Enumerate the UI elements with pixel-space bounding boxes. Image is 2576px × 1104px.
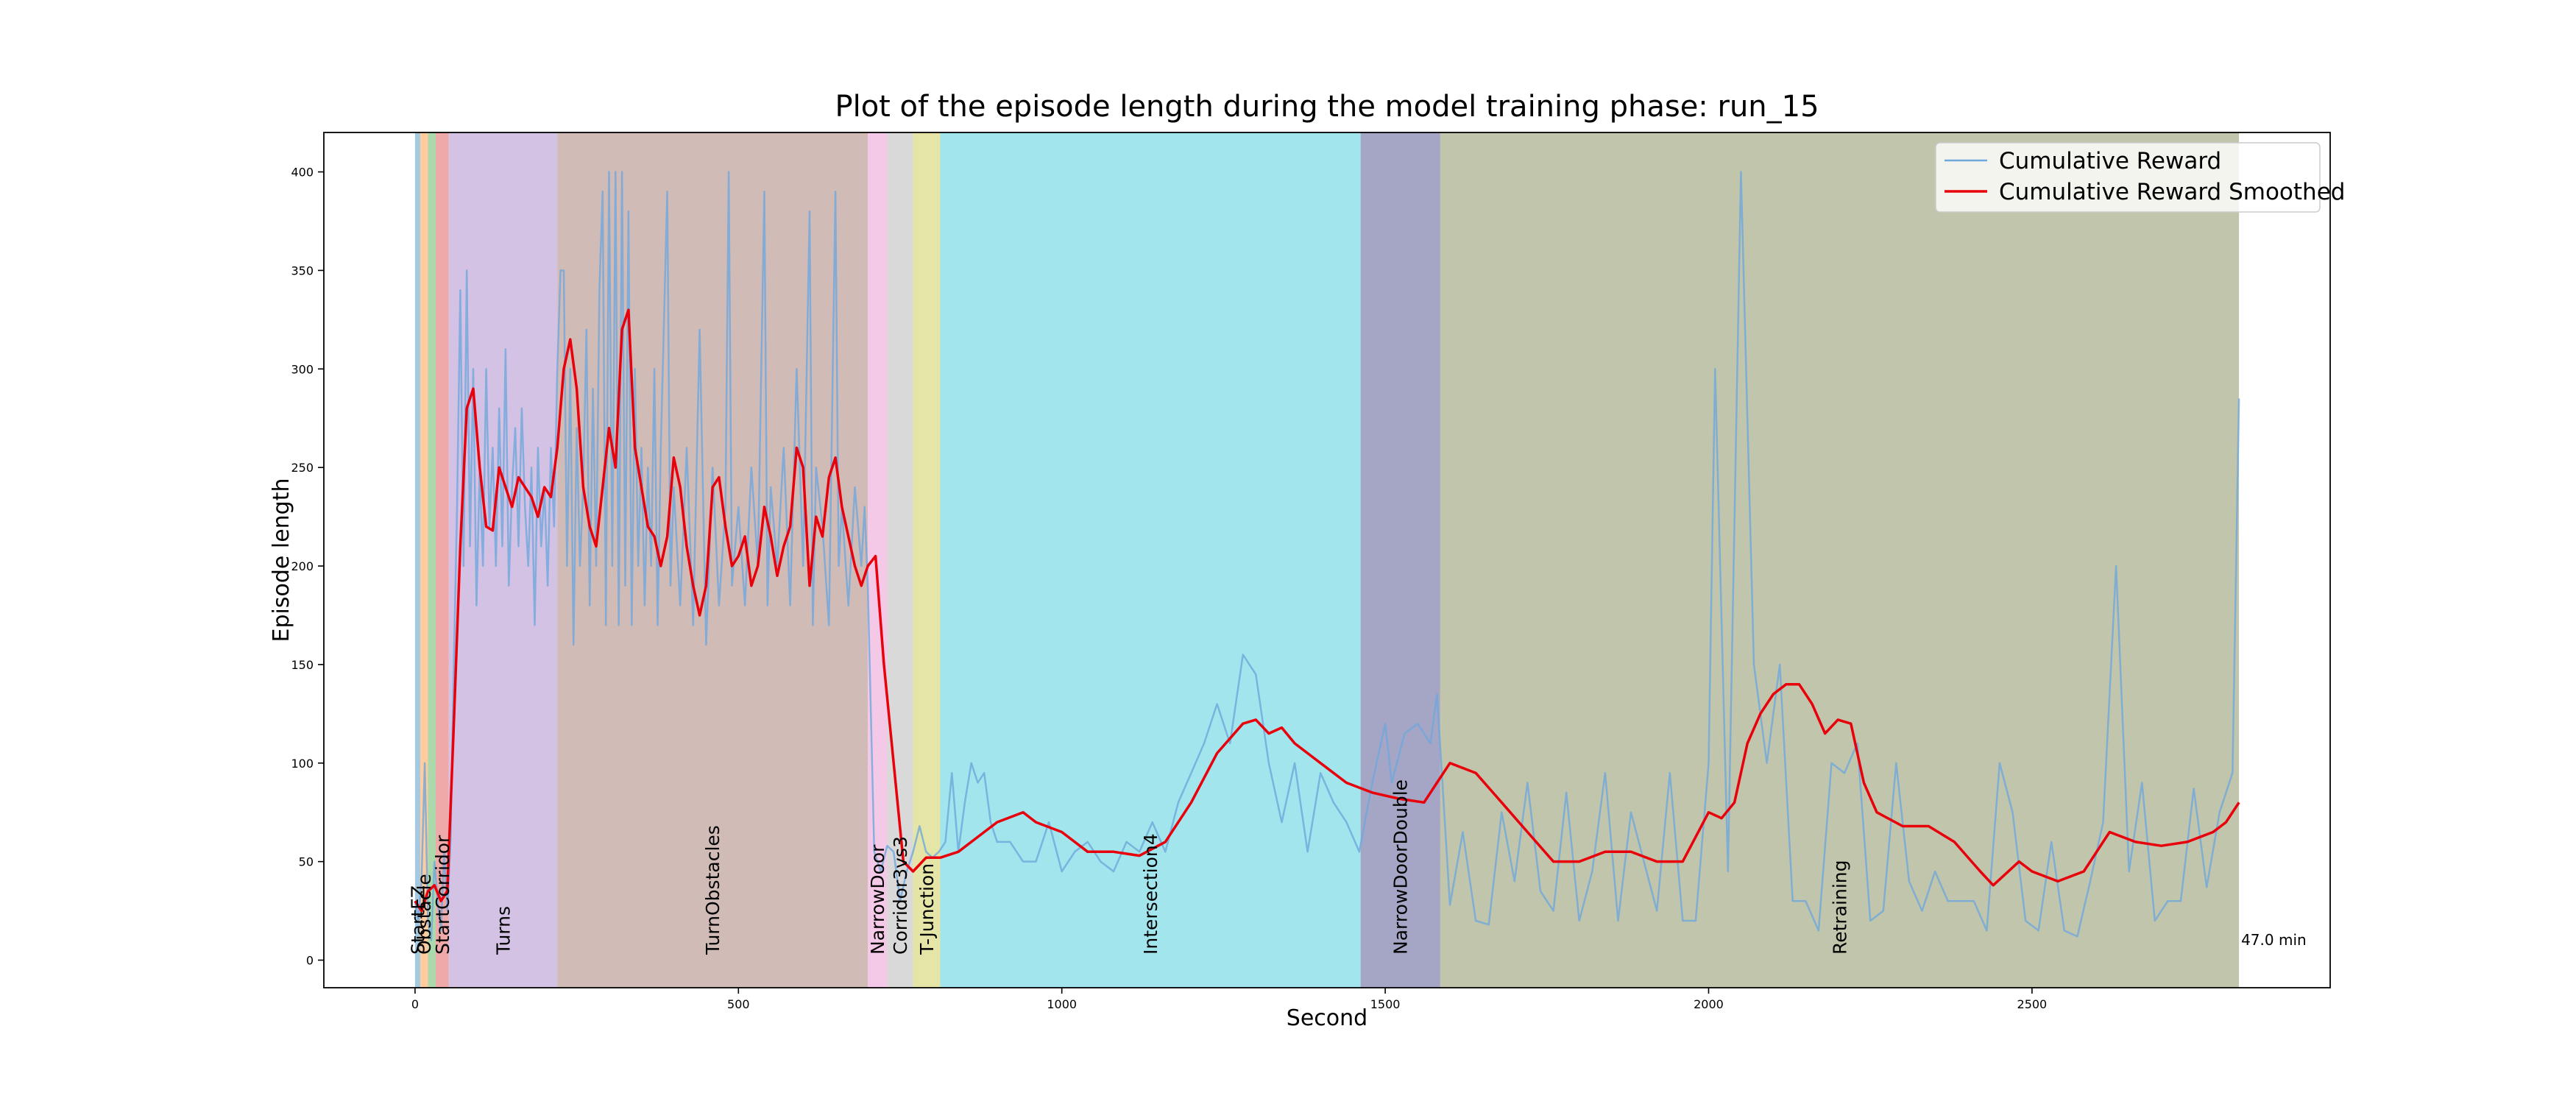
plot-area bbox=[414, 132, 2240, 988]
x-tick-label: 0 bbox=[411, 997, 419, 1011]
stage-region bbox=[436, 132, 449, 988]
stage-label: StartCorridor bbox=[432, 835, 453, 955]
stage-label: Turns bbox=[492, 906, 514, 955]
chart-title: Plot of the episode length during the mo… bbox=[835, 90, 1819, 124]
x-tick-label: 500 bbox=[727, 997, 750, 1011]
y-tick-label: 350 bbox=[291, 263, 314, 277]
y-axis-label: Episode length bbox=[269, 478, 294, 643]
stage-label: Obstacle bbox=[414, 874, 435, 955]
stage-region bbox=[913, 132, 941, 988]
y-tick-label: 0 bbox=[306, 954, 314, 968]
stage-label: StartEZ bbox=[407, 885, 428, 955]
stage-label: Corridor3vs3 bbox=[890, 836, 911, 955]
stage-region bbox=[1360, 132, 1440, 988]
x-tick-label: 1500 bbox=[1370, 997, 1401, 1011]
stage-label: Intersection4 bbox=[1140, 833, 1161, 955]
stage-region bbox=[887, 132, 913, 988]
stage-region bbox=[1440, 132, 2240, 988]
legend-label: Cumulative Reward Smoothed bbox=[1999, 179, 2345, 205]
y-tick-label: 300 bbox=[291, 362, 314, 376]
y-tick-label: 100 bbox=[291, 757, 314, 771]
stage-region bbox=[428, 132, 436, 988]
x-tick-label: 1000 bbox=[1047, 997, 1077, 1011]
stage-region bbox=[940, 132, 1361, 988]
stage-region bbox=[414, 132, 420, 988]
y-tick-label: 250 bbox=[291, 461, 314, 475]
x-tick-label: 2000 bbox=[1694, 997, 1724, 1011]
stage-label: Retraining bbox=[1829, 860, 1850, 955]
raw-line bbox=[414, 171, 2240, 941]
x-tick-label: 2500 bbox=[2017, 997, 2048, 1011]
y-tick-label: 400 bbox=[291, 166, 314, 180]
y-tick-label: 50 bbox=[299, 855, 314, 869]
y-tick-label: 150 bbox=[291, 658, 314, 672]
stage-label: NarrowDoor bbox=[867, 844, 888, 955]
stage-label: TurnObstacles bbox=[702, 825, 723, 955]
smoothed-line bbox=[414, 308, 2240, 913]
y-tick-label: 200 bbox=[291, 559, 314, 573]
legend-box bbox=[1935, 142, 2321, 213]
plot-frame bbox=[323, 132, 2331, 988]
annotation: 47.0 min bbox=[2241, 931, 2307, 949]
x-axis-label: Second bbox=[1287, 1005, 1367, 1031]
stage-label: NarrowDoorDouble bbox=[1390, 779, 1412, 955]
stage-region bbox=[420, 132, 428, 988]
legend-label: Cumulative Reward bbox=[1999, 148, 2221, 174]
stage-label: T-Junction bbox=[916, 863, 938, 955]
stage-region bbox=[448, 132, 558, 988]
